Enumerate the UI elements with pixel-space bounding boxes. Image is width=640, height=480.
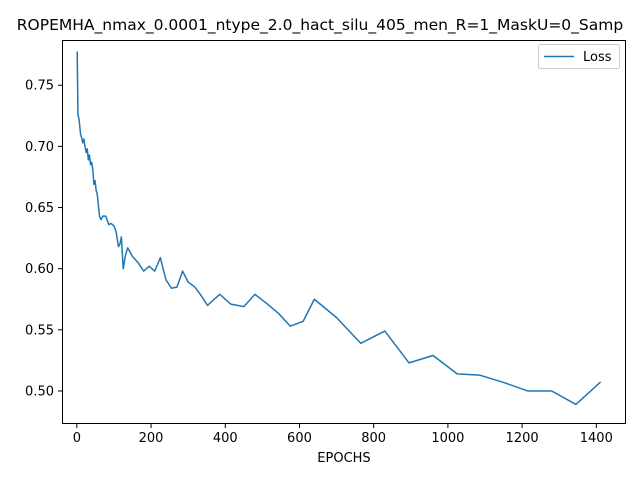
x-axis-ticks: 0 200 400 600 800 1000 1200 1400 (73, 424, 613, 446)
legend: Loss (538, 44, 620, 69)
x-tick-label: 400 (213, 431, 238, 446)
x-tick-label: 800 (361, 431, 386, 446)
legend-label-loss: Loss (583, 50, 612, 65)
y-tick-label: 0.65 (25, 201, 54, 216)
chart-title: ROPEMHA_nmax_0.0001_ntype_2.0_hact_silu_… (17, 16, 623, 35)
y-tick-label: 0.70 (25, 140, 54, 155)
x-tick-label: 1200 (506, 431, 539, 446)
x-tick-label: 1400 (580, 431, 613, 446)
x-axis-label: EPOCHS (317, 451, 370, 466)
y-tick-label: 0.50 (25, 384, 54, 399)
x-tick-label: 600 (287, 431, 312, 446)
legend-box (538, 44, 620, 69)
y-tick-label: 0.75 (25, 79, 54, 94)
y-tick-label: 0.55 (25, 323, 54, 338)
series-line-loss (76, 51, 602, 406)
x-tick-label: 1000 (431, 431, 464, 446)
plot-area (62, 40, 626, 424)
x-tick-label: 200 (139, 431, 164, 446)
axes-frame (62, 40, 626, 424)
x-tick-label: 0 (73, 431, 81, 446)
y-tick-label: 0.60 (25, 262, 54, 277)
y-axis-ticks: 0.50 0.55 0.60 0.65 0.70 0.75 (25, 79, 62, 399)
